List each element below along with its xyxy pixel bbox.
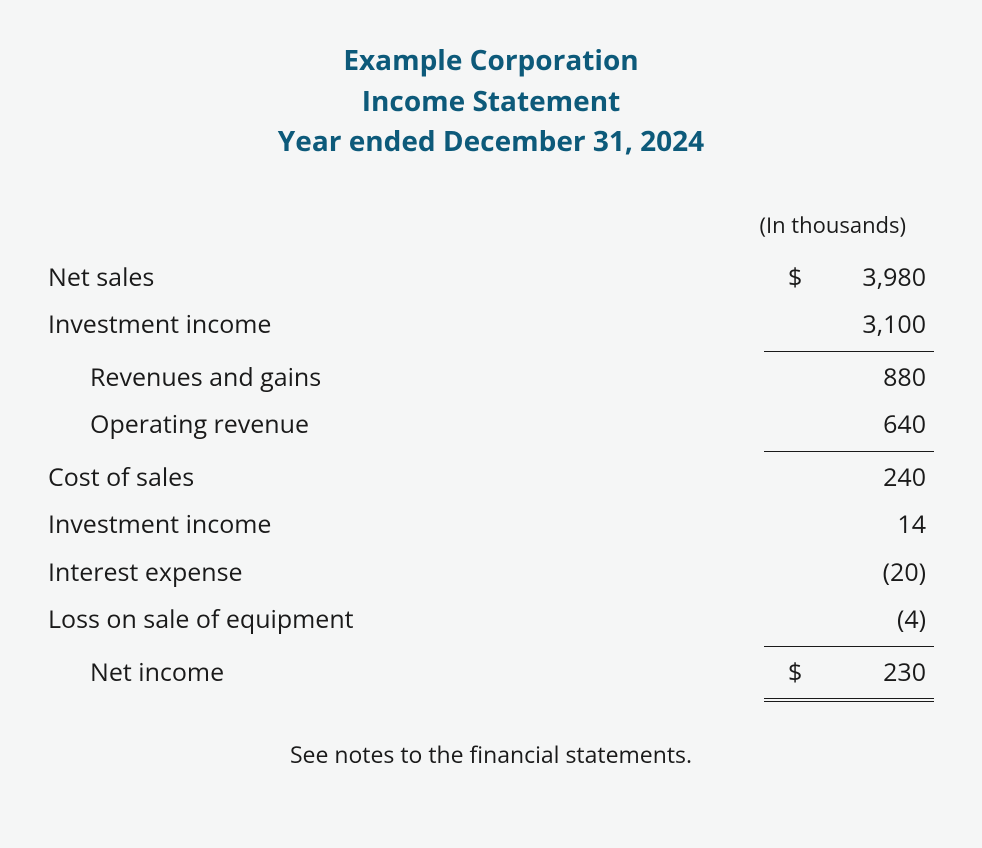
row-amount: 3,100 <box>862 301 926 349</box>
statement-row: Revenues and gains 880 <box>48 354 934 402</box>
row-label: Cost of sales <box>48 454 764 502</box>
row-amount-cell: 640 <box>764 401 934 452</box>
row-amount: 230 <box>883 649 926 697</box>
statement-rows: Net sales$3,980Investment income3,100Rev… <box>48 254 934 703</box>
footer-note: See notes to the financial statements. <box>48 738 934 770</box>
row-amount: 3,980 <box>862 254 926 302</box>
company-name: Example Corporation <box>48 40 934 81</box>
row-amount-cell: $3,980 <box>764 254 934 302</box>
row-amount: 14 <box>897 501 926 549</box>
row-label: Investment income <box>48 301 764 349</box>
row-label: Revenues and gains <box>48 354 764 402</box>
units-row: (In thousands) <box>48 210 934 240</box>
statement-row: Investment income 14 <box>48 501 934 549</box>
row-label: Net income <box>48 649 764 697</box>
units-label: (In thousands) <box>759 210 906 240</box>
row-label: Loss on sale of equipment <box>48 596 764 644</box>
row-amount-cell: 3,100 <box>764 301 934 352</box>
row-amount-cell: 14 <box>764 501 934 549</box>
statement-period: Year ended December 31, 2024 <box>48 121 934 162</box>
row-label: Operating revenue <box>48 401 764 449</box>
row-amount-cell: (4) <box>764 596 934 647</box>
currency-symbol: $ <box>788 649 802 697</box>
row-amount: (4) <box>897 596 926 644</box>
statement-row: Cost of sales 240 <box>48 454 934 502</box>
row-amount: 880 <box>883 354 926 402</box>
row-amount-cell: $230 <box>764 649 934 703</box>
statement-row: Net sales$3,980 <box>48 254 934 302</box>
row-label: Interest expense <box>48 549 764 597</box>
row-amount-cell: (20) <box>764 549 934 597</box>
row-amount-cell: 240 <box>764 454 934 502</box>
row-amount: (20) <box>883 549 926 597</box>
row-label: Investment income <box>48 501 764 549</box>
row-amount-cell: 880 <box>764 354 934 402</box>
row-amount: 240 <box>883 454 926 502</box>
row-label: Net sales <box>48 254 764 302</box>
currency-symbol: $ <box>788 254 802 302</box>
statement-header: Example Corporation Income Statement Yea… <box>48 40 934 162</box>
statement-row: Loss on sale of equipment (4) <box>48 596 934 649</box>
income-statement-table: (In thousands) Net sales$3,980Investment… <box>48 210 934 703</box>
row-amount: 640 <box>883 401 926 449</box>
statement-row: Net income$230 <box>48 649 934 703</box>
statement-row: Investment income 3,100 <box>48 301 934 354</box>
statement-row: Interest expense (20) <box>48 549 934 597</box>
statement-title: Income Statement <box>48 81 934 122</box>
statement-row: Operating revenue 640 <box>48 401 934 454</box>
